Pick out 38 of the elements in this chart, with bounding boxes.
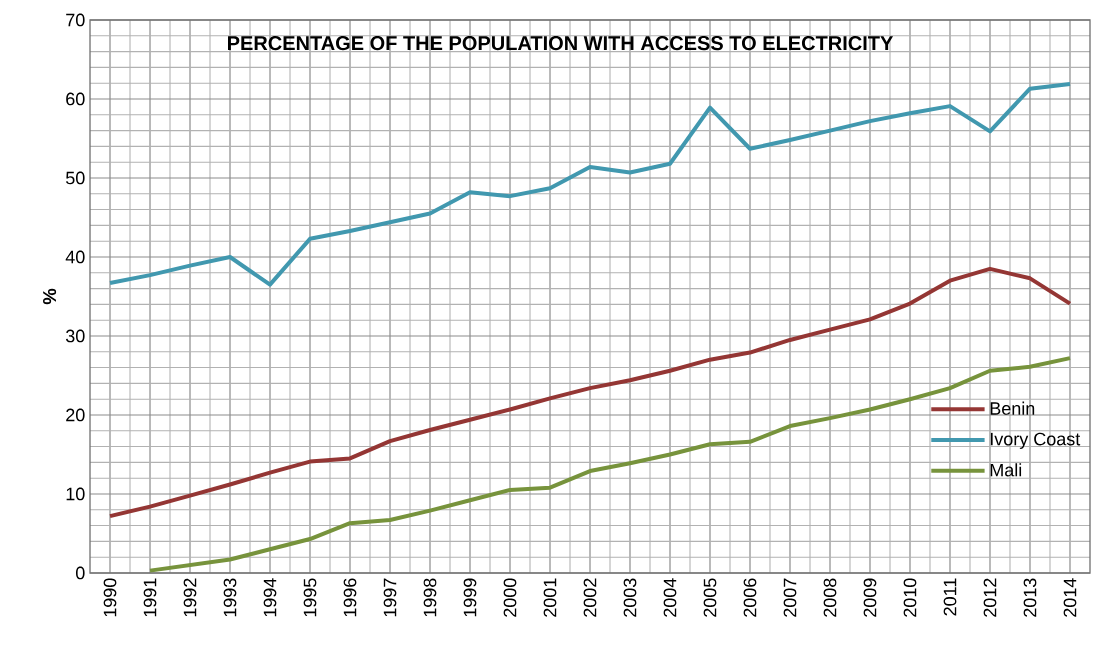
x-tick-label: 1993 bbox=[223, 578, 237, 617]
y-tick-label: 40 bbox=[65, 250, 85, 264]
x-tick-label: 1991 bbox=[143, 578, 157, 617]
y-tick-label: 0 bbox=[76, 566, 85, 580]
text: PERCENTAGE OF THE POPULATION WITH ACCESS TO ELECTRICITY bbox=[228, 36, 894, 51]
x-tick-label: 2007 bbox=[783, 578, 797, 617]
x-tick-label: 2001 bbox=[543, 578, 557, 617]
x-tick-label: 2004 bbox=[663, 578, 677, 617]
y-tick-label: 20 bbox=[66, 408, 85, 422]
y-tick-label: 50 bbox=[65, 171, 85, 185]
x-tick-label: 1997 bbox=[383, 578, 397, 617]
x-tick-label: 2000 bbox=[503, 578, 517, 617]
x-tick-label: 2011 bbox=[943, 578, 957, 616]
legend-label: Ivory Coast bbox=[990, 432, 1081, 449]
x-tick-label: 2002 bbox=[583, 578, 597, 617]
x-tick-label: 2008 bbox=[823, 578, 837, 617]
x-tick-label: 1995 bbox=[303, 578, 317, 617]
x-tick-label: 2014 bbox=[1063, 578, 1077, 617]
x-tick-label: 2006 bbox=[743, 578, 757, 617]
x-tick-label: 1999 bbox=[463, 578, 477, 617]
legend-label: Mali bbox=[990, 463, 1022, 477]
x-tick-label: 2013 bbox=[1023, 578, 1037, 617]
y-tick-label: 10 bbox=[66, 487, 85, 501]
x-tick-label: 1998 bbox=[423, 578, 437, 617]
y-axis-title: % bbox=[42, 288, 57, 305]
x-tick-label: 2012 bbox=[983, 578, 997, 617]
y-tick-label: 60 bbox=[66, 92, 85, 106]
x-tick-label: 2005 bbox=[703, 578, 717, 617]
x-tick-label: 1990 bbox=[103, 578, 117, 617]
x-tick-label: 1994 bbox=[263, 578, 277, 617]
x-tick-label: 2003 bbox=[623, 578, 637, 617]
x-tick-label: 1992 bbox=[183, 578, 197, 617]
y-tick-label: 30 bbox=[65, 329, 85, 343]
x-tick-label: 2010 bbox=[903, 578, 917, 617]
y-tick-label: 70 bbox=[66, 13, 85, 27]
x-tick-label: 1996 bbox=[343, 578, 357, 617]
legend-label: Benin bbox=[990, 401, 1035, 415]
x-tick-label: 2009 bbox=[863, 578, 877, 617]
